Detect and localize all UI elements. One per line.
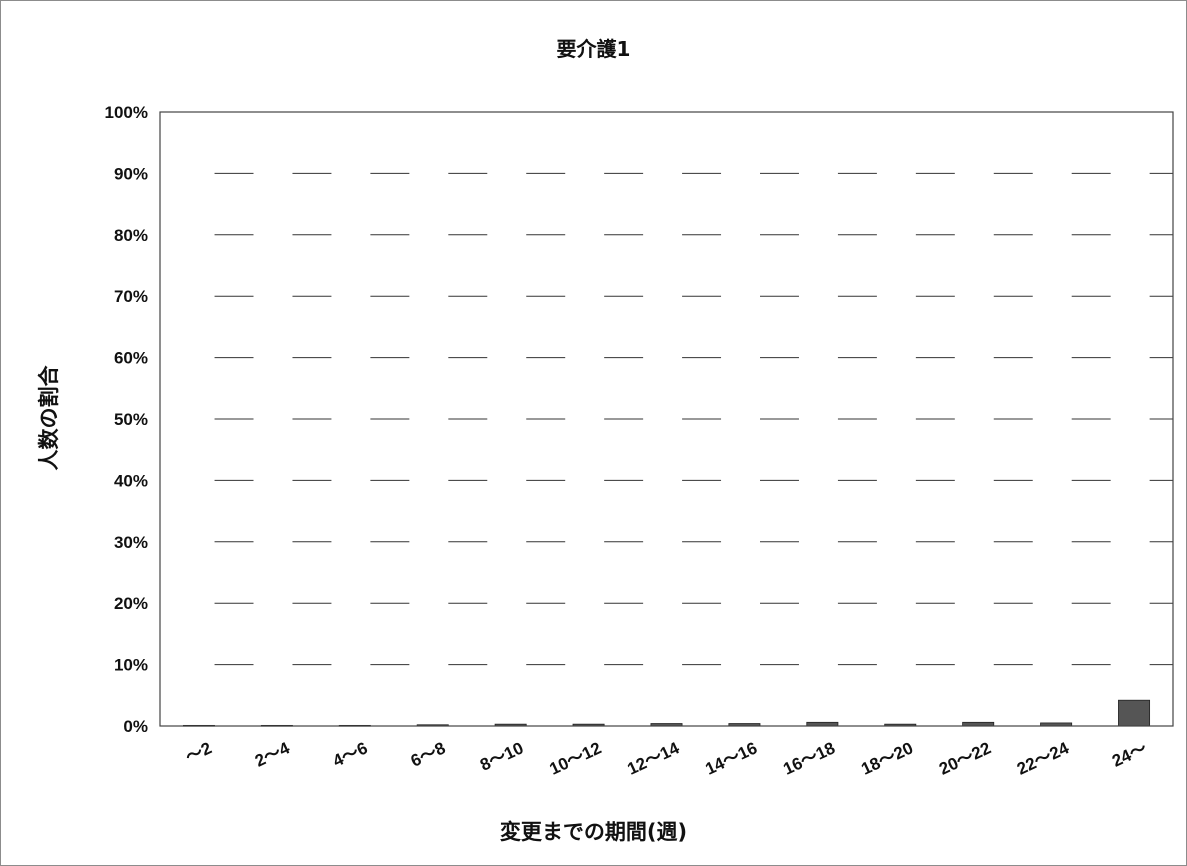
y-tick-label: 100% [105,103,148,122]
x-tick-label: 10～12 [547,738,605,778]
y-tick-label: 20% [114,594,148,613]
x-tick-label: 6～8 [408,738,449,770]
x-tick-label: 22～24 [1014,738,1072,779]
y-tick-label: 70% [114,287,148,306]
bars [182,699,1151,727]
x-tick-label: 24～ [1109,738,1150,770]
x-axis-label: 変更までの期間(週) [499,820,688,844]
bar-12 [1118,699,1151,727]
y-tick-label: 80% [114,226,148,245]
y-tick-label: 0% [123,717,148,736]
chart-title: 要介護1 [556,37,631,61]
x-tick-label: 20～22 [936,738,994,778]
y-tick-label: 90% [114,164,148,183]
x-tick-label: 2～4 [252,738,293,771]
y-tick-label: 30% [114,533,148,552]
x-tick-label: ～2 [183,738,215,766]
x-tick-labels: ～2 2～4 4～6 6～8 8～10 10～12 12～14 14～16 16～18 18～20… [183,738,1150,779]
x-tick-label: 4～6 [330,738,371,770]
y-tick-label: 60% [114,349,148,368]
y-tick-label: 50% [114,410,148,429]
y-tick-label: 40% [114,471,148,490]
y-tick-label: 10% [114,656,148,675]
x-tick-label: 8～10 [477,738,526,774]
x-tick-label: 16～18 [780,738,838,778]
gridlines [214,111,1173,666]
x-tick-label: 14～16 [702,738,760,778]
y-tick-labels: 0% 10% 20% 30% 40% 50% 60% 70% 80% 90% 100% [105,103,148,736]
x-tick-label: 12～14 [624,738,682,779]
x-tick-label: 18～20 [858,738,916,778]
plot-area-border [159,111,1174,727]
